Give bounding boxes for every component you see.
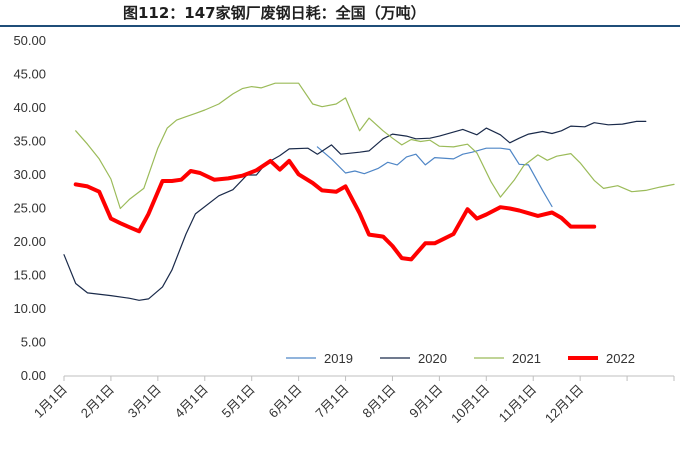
y-tick-label: 45.00 <box>13 67 46 82</box>
chart-title: 图112：147家钢厂废钢日耗：全国（万吨） <box>123 4 426 22</box>
y-tick-label: 20.00 <box>13 234 46 249</box>
x-tick-label: 10月1日 <box>448 382 492 426</box>
x-tick-label: 9月1日 <box>406 382 445 421</box>
x-tick-label: 8月1日 <box>359 382 398 421</box>
x-tick-label: 3月1日 <box>125 382 164 421</box>
y-tick-label: 40.00 <box>13 100 46 115</box>
y-tick-label: 50.00 <box>13 33 46 48</box>
series-line-2021 <box>75 82 675 210</box>
x-tick-label: 1月1日 <box>31 382 70 421</box>
y-tick-label: 5.00 <box>21 335 46 350</box>
series-line-2019 <box>316 146 553 208</box>
title-rule <box>0 25 680 27</box>
legend-label-2019: 2019 <box>324 351 353 366</box>
y-tick-label: 35.00 <box>13 134 46 149</box>
y-tick-label: 0.00 <box>21 368 46 383</box>
x-tick-label: 4月1日 <box>172 382 211 421</box>
x-tick-label: 2月1日 <box>78 382 117 421</box>
series-layer <box>63 82 675 301</box>
y-tick-label: 30.00 <box>13 167 46 182</box>
x-tick-label: 6月1日 <box>266 382 305 421</box>
legend: 2019 2020 2021 2022 <box>286 351 635 366</box>
x-tick-label: 5月1日 <box>219 382 258 421</box>
x-tick-label: 12月1日 <box>542 382 586 426</box>
x-tick-label: 7月1日 <box>312 382 351 421</box>
y-tick-label: 15.00 <box>13 268 46 283</box>
legend-label-2021: 2021 <box>512 351 541 366</box>
y-tick-label: 25.00 <box>13 201 46 216</box>
axes: 0.00 5.00 10.00 15.00 20.00 25.00 30.00 35.00 40… <box>13 33 675 426</box>
series-line-2022 <box>73 158 597 262</box>
series-line-2020 <box>63 120 647 301</box>
y-tick-label: 10.00 <box>13 301 46 316</box>
legend-label-2022: 2022 <box>606 351 635 366</box>
x-tick-label: 11月1日 <box>496 382 540 426</box>
legend-label-2020: 2020 <box>418 351 447 366</box>
